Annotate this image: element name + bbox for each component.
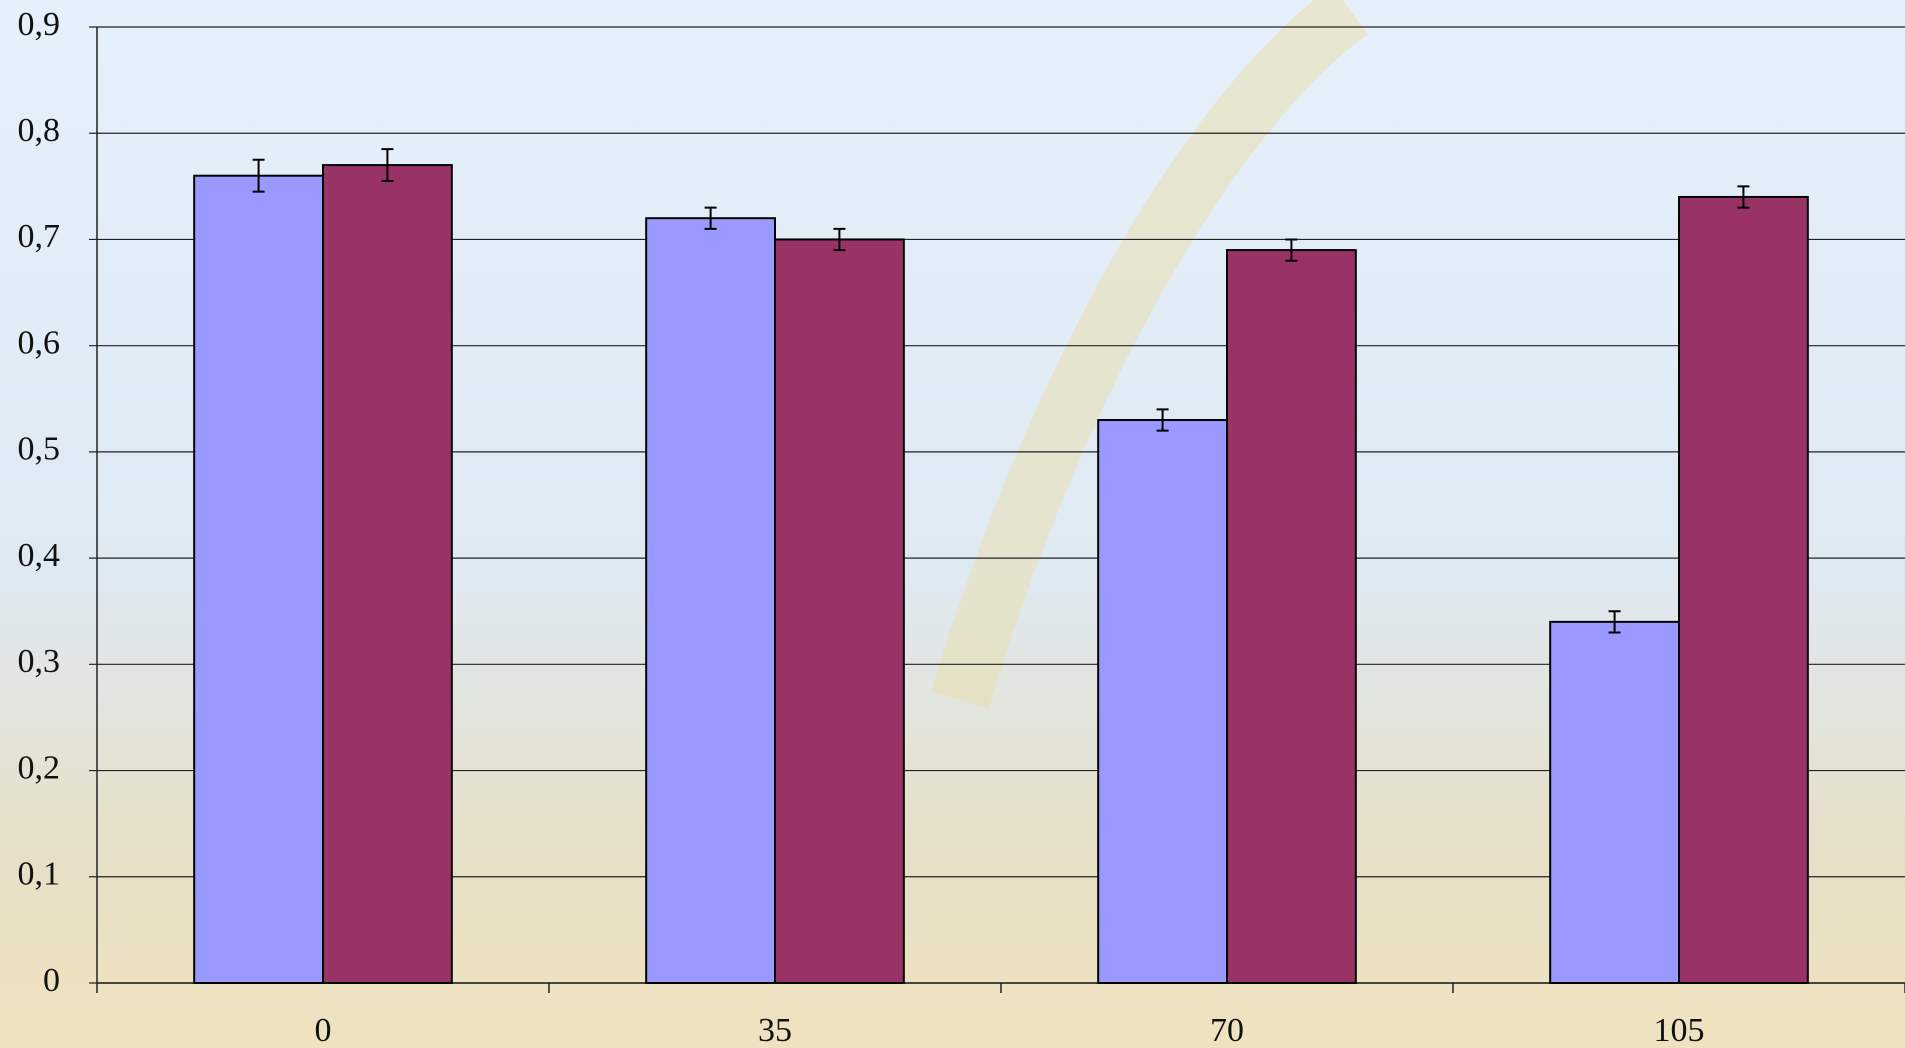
error-bar xyxy=(252,158,265,193)
y-tick-label: 0,2 xyxy=(18,749,61,786)
x-tick-label: 0 xyxy=(315,1012,332,1048)
error-bar xyxy=(381,148,394,183)
error-bar xyxy=(1737,185,1750,209)
x-tick-label: 70 xyxy=(1210,1012,1244,1048)
bar xyxy=(645,217,776,984)
y-tick-label: 0,5 xyxy=(18,431,61,468)
error-bar xyxy=(704,206,717,230)
bar xyxy=(774,238,905,984)
error-bar xyxy=(1285,238,1298,262)
error-bar xyxy=(1156,408,1169,432)
bar xyxy=(1097,419,1229,984)
y-tick-label: 0,4 xyxy=(18,537,61,574)
y-tick-label: 0 xyxy=(43,962,60,999)
x-tick-label: 35 xyxy=(758,1012,792,1048)
y-tick-label: 0,8 xyxy=(18,112,61,149)
y-tick-label: 0,9 xyxy=(18,6,61,43)
error-bar xyxy=(833,227,846,252)
y-tick-label: 0,1 xyxy=(18,856,61,893)
bar xyxy=(193,174,324,984)
bar xyxy=(322,164,453,985)
bar xyxy=(1226,249,1357,985)
wheat-decoration xyxy=(931,0,1368,709)
bar xyxy=(1549,620,1681,984)
x-tick-label: 105 xyxy=(1654,1012,1705,1048)
error-bar xyxy=(1608,610,1621,634)
y-tick-label: 0,3 xyxy=(18,643,61,680)
bar xyxy=(1678,195,1809,984)
y-tick-label: 0,7 xyxy=(18,218,61,255)
y-tick-label: 0,6 xyxy=(18,324,61,361)
